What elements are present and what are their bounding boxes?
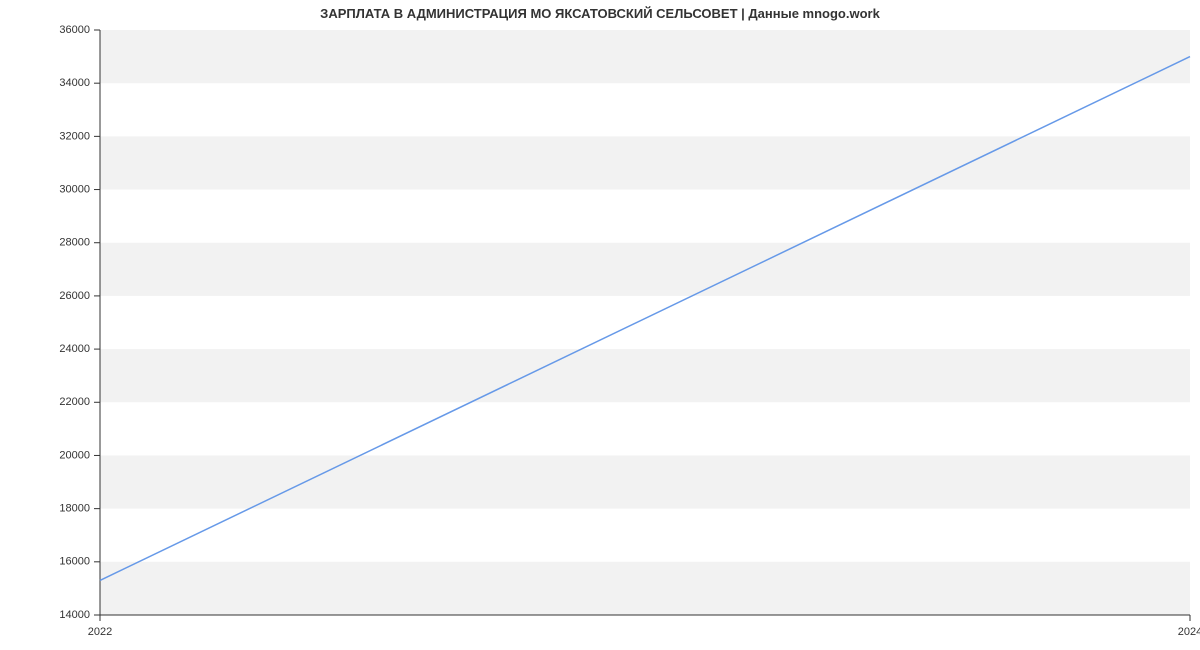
salary-chart: ЗАРПЛАТА В АДМИНИСТРАЦИЯ МО ЯКСАТОВСКИЙ … xyxy=(0,0,1200,650)
y-tick-label: 34000 xyxy=(59,77,90,89)
y-tick-label: 36000 xyxy=(59,24,90,36)
y-tick-label: 28000 xyxy=(59,237,90,249)
y-tick-label: 14000 xyxy=(59,609,90,621)
y-tick-label: 30000 xyxy=(59,183,90,195)
chart-svg: 14000 16000 18000 20000 22000 24000 26000 28000… xyxy=(0,0,1200,650)
y-tick-label: 32000 xyxy=(59,130,90,142)
y-tick-label: 26000 xyxy=(59,290,90,302)
y-tick-label: 20000 xyxy=(59,449,90,461)
chart-title: ЗАРПЛАТА В АДМИНИСТРАЦИЯ МО ЯКСАТОВСКИЙ … xyxy=(0,6,1200,21)
y-tick-label: 16000 xyxy=(59,556,90,568)
x-tick-label: 2024 xyxy=(1178,626,1200,638)
y-tick-label: 22000 xyxy=(59,396,90,408)
y-tick-label: 24000 xyxy=(59,343,90,355)
y-tick-label: 18000 xyxy=(59,503,90,515)
x-tick-label: 2022 xyxy=(88,626,112,638)
